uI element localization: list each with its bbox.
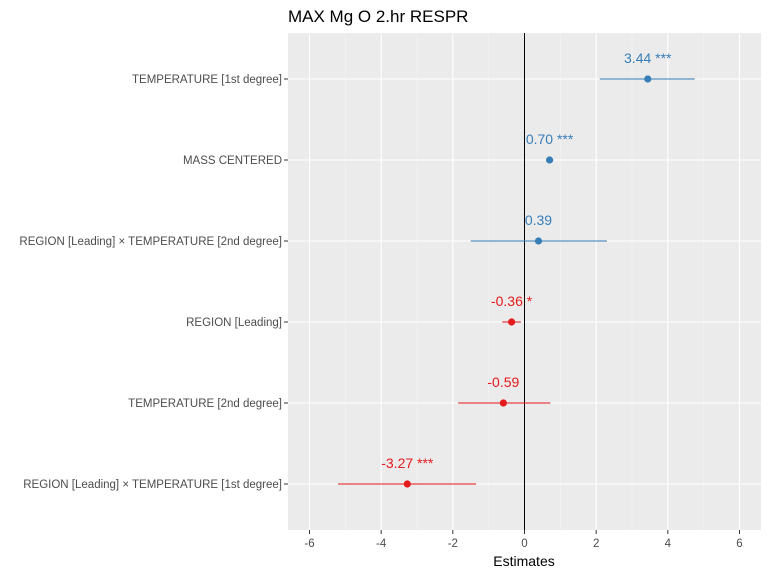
estimate-label: 0.39 (525, 212, 552, 228)
estimate-label: 0.70 *** (526, 131, 574, 147)
x-tick-label: 4 (665, 538, 672, 550)
estimate-point (403, 480, 411, 488)
y-tick-label: TEMPERATURE [2nd degree] (128, 398, 282, 410)
x-tick-label: -4 (376, 538, 387, 550)
x-tick-label: -2 (448, 538, 458, 550)
estimate-label: -3.27 *** (381, 455, 434, 471)
minor-gridlines (345, 33, 704, 530)
y-tick-label: MASS CENTERED (183, 155, 282, 167)
y-tick-label: TEMPERATURE [1st degree] (132, 74, 282, 86)
estimate-point (644, 75, 652, 83)
x-tick-label: 6 (736, 538, 742, 550)
estimate-point (508, 318, 516, 326)
estimate-point (534, 237, 543, 245)
estimate-point (545, 156, 554, 164)
x-tick-label: 0 (521, 538, 527, 550)
x-tick-label: 2 (593, 538, 599, 550)
estimate-marks: 3.44 *** 0.70 *** 0.39 -0.36 * -0.59 -3.27 **… (338, 50, 695, 488)
estimate-label: -0.36 * (491, 293, 533, 309)
y-tick-label: REGION [Leading] × TEMPERATURE [1st degr… (23, 479, 282, 491)
x-axis-ticks: -6 -4 -2 0 2 4 6 (304, 530, 743, 550)
x-axis-title: Estimates (493, 553, 554, 569)
estimate-label: -0.59 (487, 374, 519, 390)
y-tick-label: REGION [Leading] × TEMPERATURE [2nd degr… (19, 236, 282, 248)
estimate-point (499, 399, 507, 407)
x-tick-label: -6 (304, 538, 314, 550)
y-axis-labels: TEMPERATURE [1st degree] MASS CENTERED REG… (19, 74, 288, 491)
chart-title: MAX Mg O 2.hr RESPR (288, 7, 468, 26)
y-tick-label: REGION [Leading] (186, 317, 282, 329)
estimate-label: 3.44 *** (624, 50, 672, 66)
